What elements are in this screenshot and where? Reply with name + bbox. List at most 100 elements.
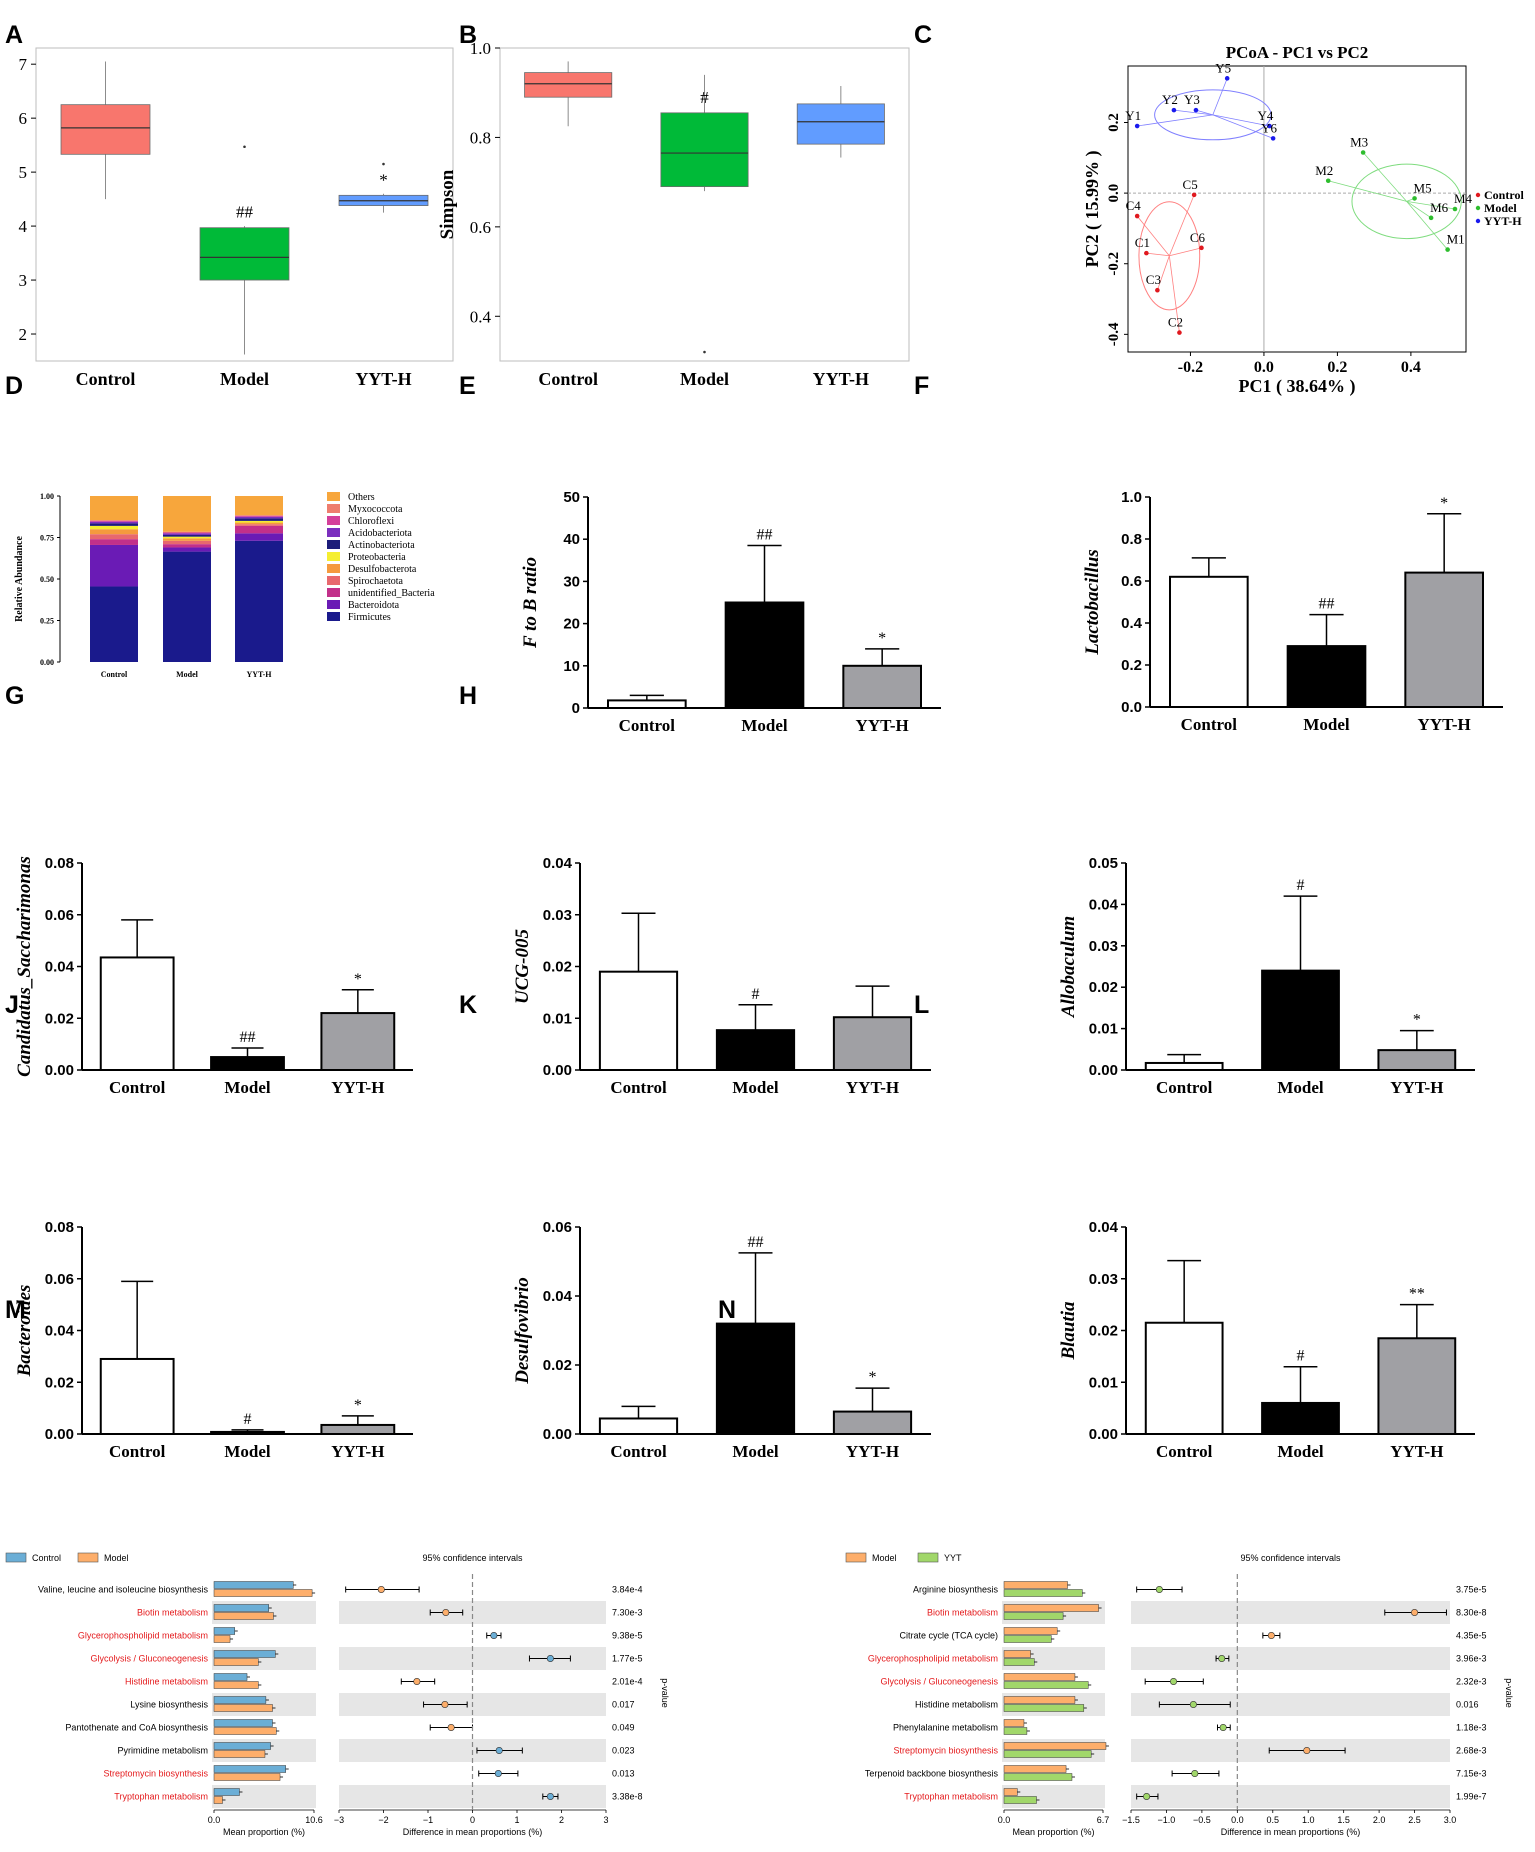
mean-bar-a	[1003, 1696, 1076, 1704]
y-tick-label: 0.4	[470, 307, 492, 326]
bar-control	[1144, 1321, 1224, 1436]
legend-swatch	[327, 504, 340, 513]
plot-frame	[1127, 65, 1467, 353]
p-value: 2.32e-3	[1456, 1677, 1487, 1687]
difference-point	[1303, 1747, 1311, 1755]
stack-segment-proteobacteria	[90, 525, 138, 530]
pathway-label: Arginine biosynthesis	[913, 1585, 999, 1595]
mean-bar-a	[213, 1742, 271, 1750]
x-category-label: Model	[220, 369, 269, 389]
bar-model	[715, 1029, 796, 1071]
data-point-m6	[1428, 215, 1434, 221]
significance-mark: #	[244, 1411, 252, 1428]
p-value: 1.77e-5	[612, 1654, 643, 1664]
p-value: 1.18e-3	[1456, 1723, 1487, 1733]
y-axis-label: PC2 ( 15.99% )	[1082, 151, 1103, 268]
x-category-label: YYT-H	[846, 1078, 899, 1097]
legend-entry: unidentified_Bacteria	[348, 588, 435, 599]
legend-entry: Myxococcota	[348, 504, 403, 515]
legend-entry: Model	[872, 1553, 897, 1563]
legend-swatch	[327, 600, 340, 609]
difference-point	[441, 1701, 449, 1709]
spider-line	[1406, 201, 1448, 250]
y-tick-label: -0.2	[1106, 252, 1122, 276]
panel-letter-b: B	[459, 21, 477, 49]
panel-letter-g: G	[5, 682, 24, 710]
panel-m: Control Model 95% confidence intervals Vali…	[5, 1552, 670, 1837]
mean-bar-a	[213, 1696, 267, 1704]
bar-model	[1261, 1401, 1340, 1435]
y-axis-label: Bacteroides	[14, 1285, 35, 1378]
spider-line	[1406, 201, 1432, 219]
stack-segment-unidentified_bacteria	[90, 539, 138, 545]
x-category-label: Control	[538, 369, 598, 389]
mean-bar-b	[213, 1635, 231, 1643]
outlier-point	[703, 350, 706, 354]
bar-yyt-h	[832, 1410, 913, 1435]
y-tick-label: 0.00	[40, 658, 54, 667]
point-label: C6	[1190, 230, 1206, 245]
panel-f: 0.0 0.2 0.4 0.6 0.8 1.0 Control ## Model * YYT-H La…	[1082, 489, 1503, 734]
mean-bar-b	[1003, 1589, 1083, 1597]
pathway-label: Streptomycin biosynthesis	[103, 1769, 208, 1779]
difference-point	[1189, 1701, 1197, 1709]
data-point-y4	[1267, 123, 1272, 129]
mean-bar-a	[1003, 1650, 1031, 1658]
pathway-label: Tryptophan metabolism	[904, 1792, 998, 1802]
x-axis-label: Mean proportion (%)	[223, 1827, 305, 1837]
confidence-ellipse	[1351, 163, 1462, 240]
p-value: 0.049	[612, 1723, 635, 1733]
x-tick-label: −0.5	[1193, 1815, 1211, 1825]
legend-swatch	[327, 516, 340, 525]
panel-letter-n: N	[718, 1296, 736, 1324]
x-tick-label: −1.5	[1122, 1815, 1140, 1825]
p-value: 0.017	[612, 1700, 635, 1710]
mean-bar-b	[213, 1796, 223, 1804]
point-label: Y2	[1162, 92, 1178, 107]
difference-point	[1411, 1609, 1419, 1617]
y-tick-label: 0.00	[45, 1426, 74, 1443]
difference-point	[1155, 1586, 1163, 1594]
spider-line	[1212, 114, 1270, 127]
y-tick-label: 7	[19, 55, 28, 74]
legend-entry: Bacteroidota	[348, 600, 400, 611]
outlier-point	[243, 145, 246, 149]
y-tick-label: 6	[19, 109, 28, 128]
difference-point	[1143, 1793, 1151, 1801]
x-tick-label: 0	[470, 1815, 475, 1825]
x-tick-label: 2	[559, 1815, 564, 1825]
x-category-label: Model	[1277, 1078, 1324, 1097]
panel-c: PCoA - PC1 vs PC2 -0.2 0.0 0.2 0.4 -0.4 -0.2 0.…	[1082, 43, 1524, 397]
difference-point	[1219, 1724, 1227, 1732]
panel-l: 0.00 0.01 0.02 0.03 0.04 Control # Model ** YYT-H…	[1058, 1219, 1475, 1461]
pathway-label: Histidine metabolism	[915, 1700, 998, 1710]
box-model	[660, 112, 749, 188]
pathway-label: Biotin metabolism	[927, 1608, 998, 1618]
y-tick-label: 0.06	[45, 1271, 74, 1288]
point-label: Y5	[1215, 60, 1231, 75]
difference-point	[546, 1655, 554, 1663]
x-category-label: YYT-H	[1390, 1442, 1443, 1461]
legend-entry: YYT-H	[1484, 214, 1522, 228]
x-tick-label: 2.5	[1408, 1815, 1421, 1825]
bar-yyt-h	[320, 1012, 396, 1072]
difference-point	[490, 1632, 498, 1640]
x-category-label: Model	[741, 716, 788, 735]
point-label: C1	[1135, 235, 1150, 250]
significance-mark: *	[878, 630, 886, 647]
legend-entry: Model	[1484, 201, 1517, 215]
legend-swatch	[327, 576, 340, 585]
panel-letter-a: A	[5, 21, 23, 49]
panel-b: 0.4 0.6 0.8 1.0 Control # Model YYT-H Simpson	[437, 39, 910, 389]
stack-segment-unidentified_bacteria	[235, 525, 283, 534]
point-label: M1	[1447, 232, 1465, 247]
significance-mark: #	[700, 88, 709, 107]
legend-swatch	[327, 564, 340, 573]
data-point-y5	[1224, 76, 1230, 81]
x-axis-label: Difference in mean proportions (%)	[403, 1827, 542, 1837]
data-point-m4	[1452, 206, 1458, 212]
y-tick-label: 0.50	[40, 575, 54, 584]
legend-marker	[1475, 218, 1481, 224]
legend-entry: Control	[1484, 188, 1524, 202]
panel-letter-d: D	[5, 372, 23, 400]
